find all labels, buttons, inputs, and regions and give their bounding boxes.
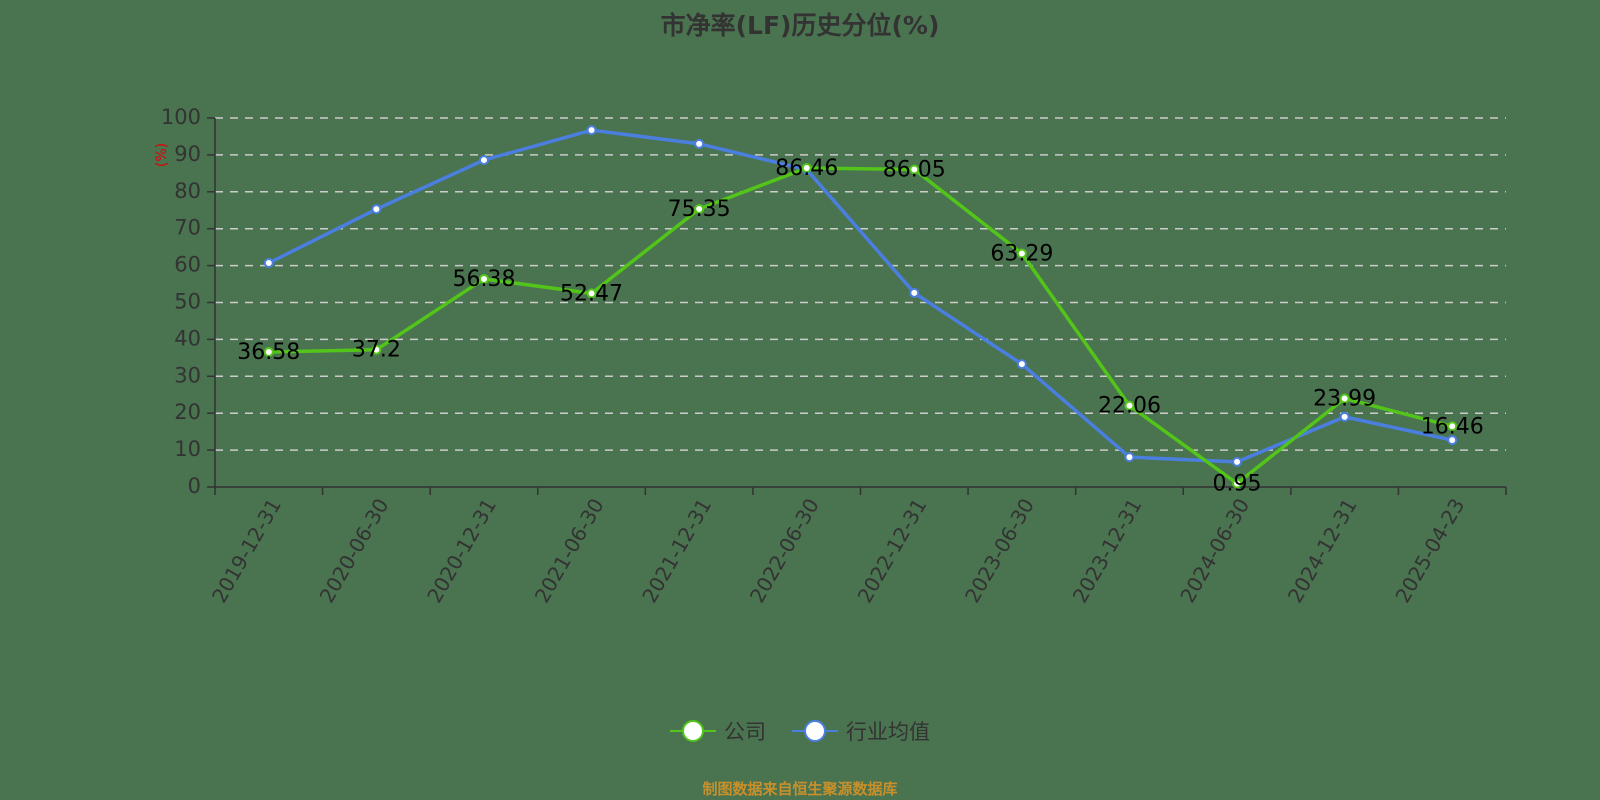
grid-lines: [215, 117, 1506, 451]
data-label: 86.05: [883, 157, 946, 182]
y-tick-label: 20: [174, 400, 201, 424]
data-point[interactable]: [694, 203, 705, 214]
data-label: 86.46: [775, 156, 838, 181]
data-point[interactable]: [909, 287, 920, 298]
data-label: 0.95: [1213, 471, 1262, 496]
data-source-note: 制图数据来自恒生聚源数据库: [702, 780, 898, 798]
data-point[interactable]: [1124, 452, 1135, 463]
industry-line: [268, 128, 1453, 464]
y-tick-label: 0: [188, 474, 201, 498]
legend-label-industry: 行业均值: [846, 720, 930, 744]
x-tick-label: 2022-06-30: [745, 494, 824, 607]
data-point[interactable]: [909, 164, 920, 175]
y-tick-label: 70: [174, 216, 201, 240]
x-tick-label: 2023-12-31: [1068, 494, 1147, 607]
series-lines: [263, 125, 1458, 489]
x-tick-label: 2024-06-30: [1175, 494, 1254, 607]
data-point[interactable]: [1339, 393, 1350, 404]
data-label: 36.58: [237, 340, 300, 365]
x-tick-label: 2019-12-31: [207, 494, 286, 607]
data-point[interactable]: [586, 125, 597, 136]
y-tick-label: 90: [174, 142, 201, 166]
x-axis: 2019-12-31 2020-06-30 2020-12-31 2021-06-30…: [207, 486, 1507, 607]
y-tick-label: 80: [174, 179, 201, 203]
x-tick-label: 2020-12-31: [422, 494, 501, 607]
data-point[interactable]: [478, 273, 489, 284]
data-label: 23.99: [1313, 386, 1376, 411]
data-point[interactable]: [694, 138, 705, 149]
data-label: 63.29: [990, 241, 1053, 266]
legend: 公司 行业均值: [0, 716, 1600, 746]
legend-label-company: 公司: [724, 720, 766, 744]
data-label: 37.2: [352, 338, 401, 363]
x-tick-label: 2022-12-31: [852, 494, 931, 607]
y-tick-label: 40: [174, 326, 201, 350]
data-point[interactable]: [263, 258, 274, 269]
data-label: 16.46: [1421, 414, 1484, 439]
data-label: 22.06: [1098, 394, 1161, 419]
x-tick-label: 2025-04-23: [1390, 494, 1469, 607]
data-label: 52.47: [560, 281, 623, 306]
data-point[interactable]: [1016, 359, 1027, 370]
data-label: 75.35: [668, 197, 731, 222]
y-tick-label: 100: [161, 105, 201, 129]
data-point[interactable]: [1447, 421, 1458, 432]
data-point[interactable]: [1232, 478, 1243, 489]
data-label: 56.38: [452, 267, 515, 292]
chart-title: 市净率(LF)历史分位(%): [660, 11, 940, 40]
data-point[interactable]: [263, 347, 274, 358]
x-tick-label: 2021-12-31: [637, 494, 716, 607]
data-labels: 36.58 37.2 56.38 52.47 75.35 86.46 86.05 63.29 2…: [237, 156, 1483, 497]
data-point[interactable]: [371, 204, 382, 215]
legend-marker-industry-icon: [792, 720, 838, 742]
data-point[interactable]: [478, 155, 489, 166]
data-point[interactable]: [1124, 400, 1135, 411]
x-tick-label: 2021-06-30: [530, 494, 609, 607]
y-tick-label: 60: [174, 253, 201, 277]
legend-marker-company-icon: [670, 720, 716, 742]
x-tick-label: 2023-06-30: [960, 494, 1039, 607]
data-point[interactable]: [586, 288, 597, 299]
data-point[interactable]: [801, 162, 812, 173]
legend-item-industry[interactable]: 行业均值: [792, 716, 930, 746]
data-point[interactable]: [1232, 456, 1243, 467]
y-tick-label: 50: [174, 290, 201, 314]
company-line: [268, 166, 1453, 486]
legend-item-company[interactable]: 公司: [670, 716, 766, 746]
y-axis-unit: (%): [154, 143, 170, 167]
data-point[interactable]: [1339, 411, 1350, 422]
y-tick-label: 10: [174, 437, 201, 461]
y-tick-label: 30: [174, 363, 201, 387]
data-point[interactable]: [1447, 435, 1458, 446]
data-point[interactable]: [1016, 248, 1027, 259]
x-tick-label: 2020-06-30: [315, 494, 394, 607]
data-point[interactable]: [371, 344, 382, 355]
x-tick-label: 2024-12-31: [1283, 494, 1362, 607]
y-axis: 0 10 20 30 40 50 60 70 80 90 100: [161, 105, 216, 498]
